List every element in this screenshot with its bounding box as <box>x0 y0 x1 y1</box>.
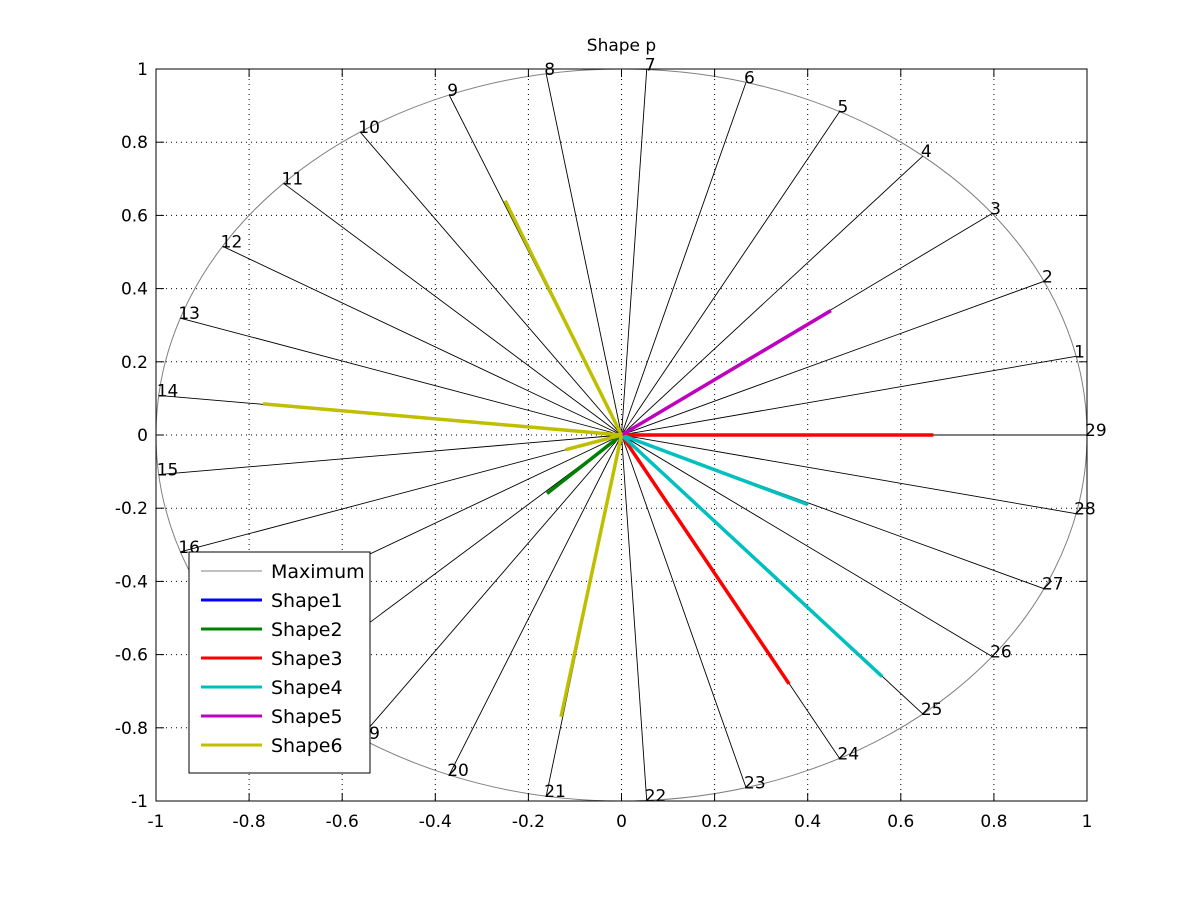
spoke-label: 5 <box>838 98 849 118</box>
x-tick-label: -0.6 <box>326 812 359 832</box>
legend-label: Shape2 <box>271 619 343 641</box>
legend: Maximum Shape1 Shape2 Shape3 Shape4 Shape5 Sha… <box>188 551 371 774</box>
spoke-label: 8 <box>544 60 555 80</box>
x-tick-label: 0.6 <box>887 812 914 832</box>
spoke-line <box>180 434 622 553</box>
spoke-label: 1 <box>1074 342 1085 362</box>
spoke-label: 28 <box>1074 500 1096 520</box>
legend-label: Shape6 <box>271 735 343 757</box>
y-tick-label: -0.4 <box>115 572 148 592</box>
series-segment-shape4 <box>620 433 884 678</box>
series-segment-shape6 <box>503 199 624 436</box>
series-segment-shape3 <box>620 434 791 685</box>
spoke-line <box>222 245 622 436</box>
legend-label: Shape3 <box>271 648 343 670</box>
spoke-labels: 1234567891011121314151617181920212223242… <box>157 56 1107 807</box>
y-tick-label: -0.2 <box>115 499 148 519</box>
x-tick-label: 0.2 <box>701 812 728 832</box>
legend-label: Shape5 <box>271 706 343 728</box>
x-tick-label: -0.8 <box>233 812 266 832</box>
y-tick-label: 0 <box>137 426 148 446</box>
spoke-line <box>359 434 622 739</box>
spoke-line <box>621 434 747 788</box>
spoke-label: 10 <box>358 118 380 138</box>
y-tick-label: 0.8 <box>121 133 148 153</box>
spoke-line <box>283 182 622 436</box>
y-tick-label: 1 <box>137 60 148 80</box>
spoke-label: 6 <box>744 68 755 88</box>
spoke-label: 23 <box>744 774 766 794</box>
spoke-label: 24 <box>838 744 860 764</box>
x-tick-label: -0.2 <box>512 812 545 832</box>
series-segment-shape6 <box>559 434 624 718</box>
y-tick-label: -0.6 <box>115 646 148 666</box>
spoke-line <box>545 73 622 436</box>
series-segment-shape2 <box>545 433 623 495</box>
spoke-label: 9 <box>447 81 458 101</box>
spoke-line <box>621 434 993 657</box>
legend-label: Maximum <box>271 561 365 583</box>
y-tick-label: -1 <box>131 792 148 812</box>
series-segment-shape4 <box>620 433 809 507</box>
spoke-label: 4 <box>921 142 932 162</box>
series-segment-shape5 <box>620 309 832 437</box>
spoke-line <box>621 434 648 801</box>
spoke-label: 26 <box>990 642 1012 662</box>
x-tick-label: -0.4 <box>419 812 452 832</box>
x-tick-label: 0.4 <box>794 812 821 832</box>
series-segment-shape6 <box>262 402 622 437</box>
spoke-label: 7 <box>645 56 656 76</box>
spoke-label: 27 <box>1042 575 1064 595</box>
axis-ticks: -1 -0.8 -0.6 -0.4 -0.2 0 0.2 0.4 0.6 0.8 110.80.60… <box>115 60 1093 832</box>
spoke-label: 22 <box>645 786 667 806</box>
spoke-line <box>359 131 622 436</box>
x-tick-label: -1 <box>148 812 165 832</box>
spoke-label: 3 <box>990 200 1001 220</box>
legend-label: Shape4 <box>271 677 343 699</box>
spoke-label: 21 <box>544 782 566 802</box>
spoke-label: 15 <box>157 461 179 481</box>
spoke-line <box>180 317 622 436</box>
spoke-line <box>621 434 1077 515</box>
spoke-label: 20 <box>447 761 469 781</box>
spoke-label: 12 <box>221 232 243 252</box>
spoke-line <box>621 82 747 436</box>
spoke-line <box>621 155 924 436</box>
x-tick-label: 0 <box>616 812 627 832</box>
spoke-line <box>448 434 622 776</box>
legend-box <box>188 551 371 774</box>
spoke-line <box>621 111 840 436</box>
legend-label: Shape1 <box>271 590 343 612</box>
chart-title: Shape p <box>587 36 656 56</box>
y-tick-label: -0.8 <box>115 719 148 739</box>
x-tick-label: 0.8 <box>980 812 1007 832</box>
spoke-label: 25 <box>921 700 943 720</box>
spoke-line <box>621 69 648 436</box>
x-tick-label: 1 <box>1082 812 1093 832</box>
y-tick-label: 0.4 <box>121 280 148 300</box>
y-tick-label: 0.2 <box>121 353 148 373</box>
spoke-label: 2 <box>1042 267 1053 287</box>
spoke-label: 29 <box>1085 421 1107 441</box>
spoke-label: 11 <box>282 169 304 189</box>
y-tick-label: 0.6 <box>121 206 148 226</box>
series-segment-shape6 <box>565 433 622 452</box>
spoke-line <box>621 280 1045 436</box>
spoke-label: 13 <box>178 304 200 324</box>
series-lines <box>262 199 934 718</box>
spoke-line <box>158 434 622 476</box>
spoke-label: 14 <box>157 381 179 401</box>
spoke-line <box>621 355 1077 436</box>
